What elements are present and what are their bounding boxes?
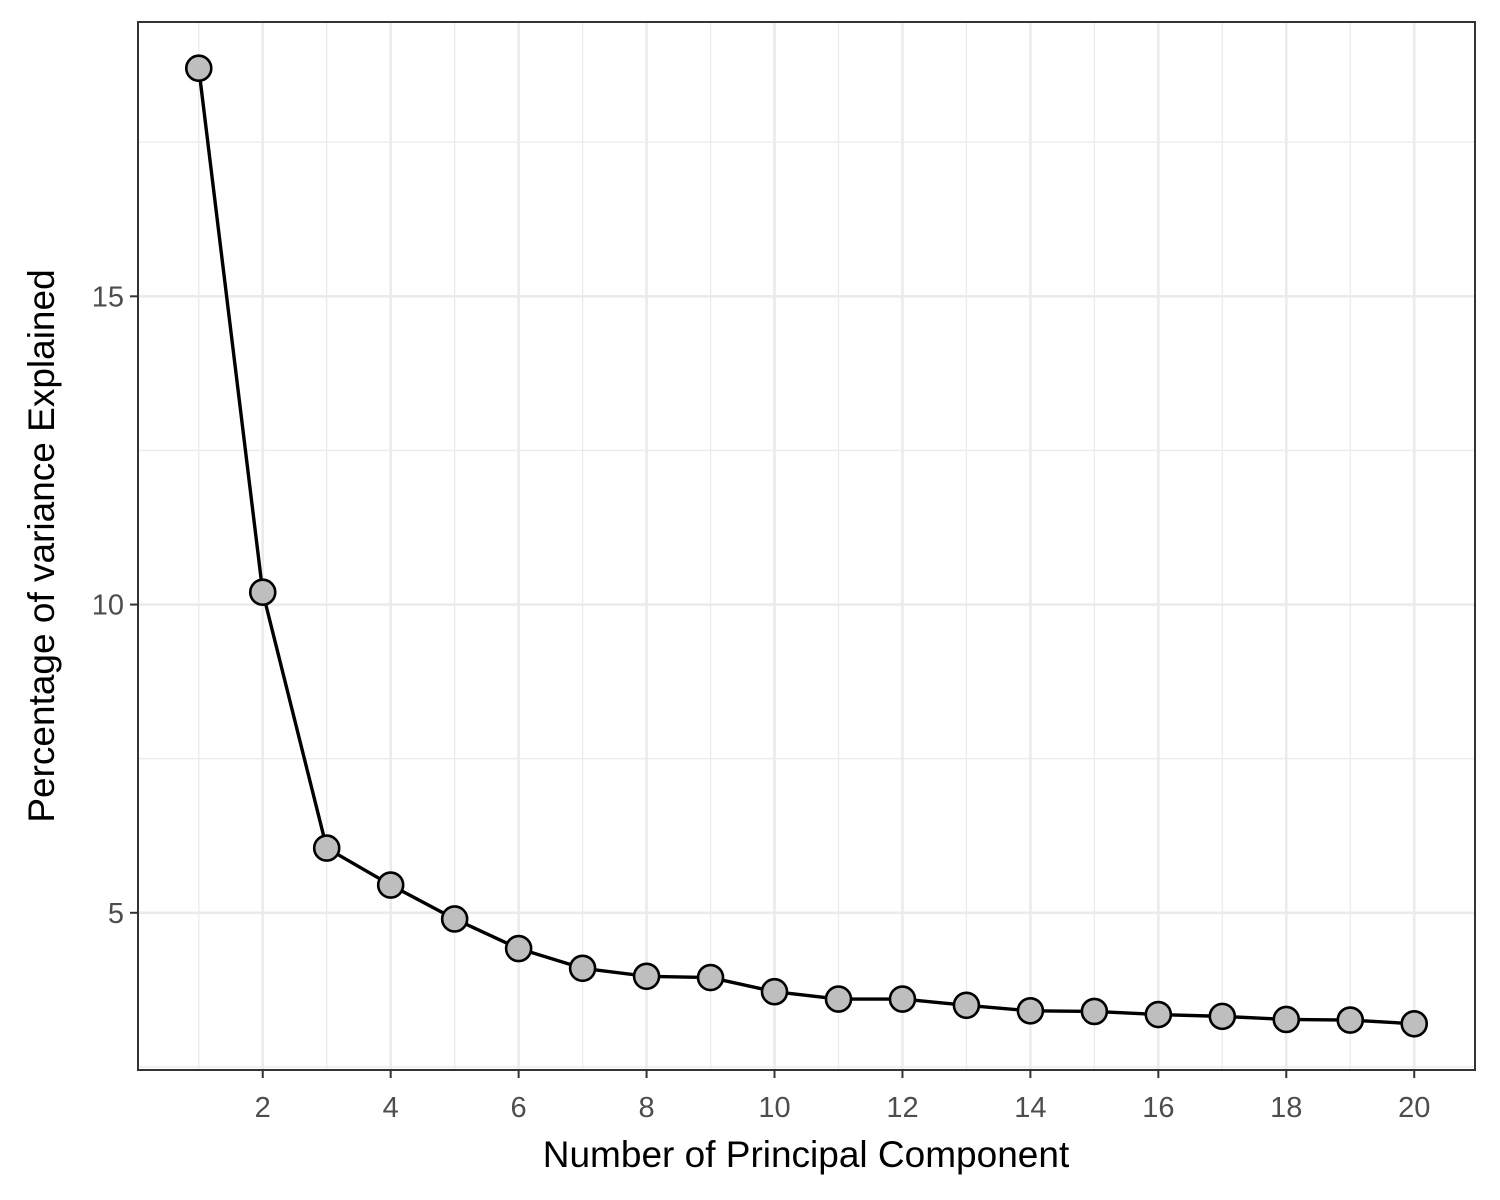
data-point [1016,997,1045,1025]
data-point [1144,1000,1173,1029]
axes: 2 4 6 8 10 12 14 16 18 20 5 10 15 [92,281,1431,1124]
x-tick-label: 6 [511,1092,527,1124]
data-point [632,962,661,991]
data-series [184,54,1429,1038]
data-point [184,54,213,83]
y-tick-label: 5 [108,898,124,930]
grid [138,22,1475,1070]
data-point [824,985,853,1013]
x-tick-label: 18 [1270,1092,1302,1124]
data-point [376,871,405,899]
data-point [1208,1002,1237,1031]
data-point [1336,1006,1365,1034]
x-tick-label: 12 [886,1092,918,1124]
data-point [312,834,341,862]
x-tick-label: 2 [255,1092,271,1124]
x-tick-label: 10 [758,1092,790,1124]
data-point [1272,1005,1301,1034]
data-point [952,991,981,1020]
data-point [1400,1009,1429,1038]
x-tick-label: 20 [1398,1092,1430,1124]
x-tick-label: 8 [639,1092,655,1124]
data-point [1080,997,1109,1026]
panel-border [137,21,1476,1071]
data-point [504,934,533,963]
x-axis-title: Number of Principal Component [543,1134,1070,1175]
x-tick-label: 4 [383,1092,399,1124]
x-tick-label: 14 [1014,1092,1046,1124]
y-tick-label: 10 [92,590,124,622]
data-point [760,977,789,1006]
data-point [440,905,469,933]
data-point [888,985,917,1013]
data-point [568,954,597,983]
y-axis-title: Percentage of variance Explained [21,269,62,822]
data-point [248,578,277,607]
y-tick-label: 15 [92,281,124,313]
x-tick-label: 16 [1142,1092,1174,1124]
data-point [696,963,725,992]
panel-background [138,22,1475,1070]
